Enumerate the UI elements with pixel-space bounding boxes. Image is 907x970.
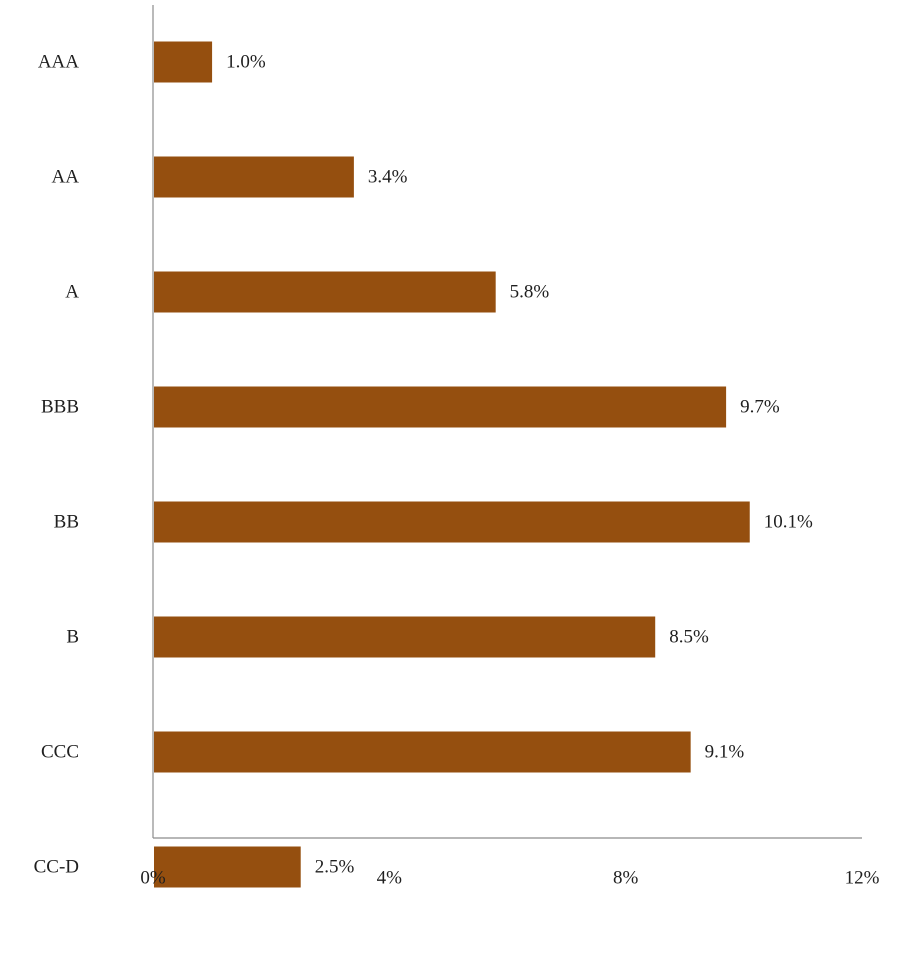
x-tick-label: 0% [140, 868, 166, 889]
bar-bbb [154, 386, 727, 428]
category-label: BB [54, 512, 79, 533]
category-label: AA [52, 167, 80, 188]
data-label: 5.8% [510, 282, 550, 303]
bar-ccc [154, 731, 691, 773]
bar-b [154, 616, 656, 658]
category-label: CC-D [34, 857, 79, 878]
data-label: 8.5% [669, 627, 709, 648]
data-label: 9.1% [705, 742, 745, 763]
category-label: AAA [38, 52, 79, 73]
x-tick-label: 4% [377, 868, 403, 889]
bar-aa [154, 156, 354, 198]
data-label: 2.5% [315, 857, 355, 878]
category-label: B [66, 627, 79, 648]
bar-a [154, 271, 496, 313]
data-label: 1.0% [226, 52, 266, 73]
bar-aaa [154, 41, 213, 83]
data-label: 3.4% [368, 167, 408, 188]
bars-layer [154, 41, 750, 888]
data-label: 10.1% [764, 512, 813, 533]
axis-layer [152, 5, 862, 839]
labels-layer: AAA 1.0% AA 3.4% A 5.8% BBB 9.7% BB 10.1% B 8.5% CCC… [34, 52, 880, 889]
x-tick-label: 8% [613, 868, 639, 889]
data-label: 9.7% [740, 397, 780, 418]
x-tick-label: 12% [845, 868, 880, 889]
category-label: BBB [41, 397, 79, 418]
bar-cc-d [154, 846, 301, 888]
category-label: CCC [41, 742, 79, 763]
bar-bb [154, 501, 750, 543]
category-label: A [65, 282, 79, 303]
